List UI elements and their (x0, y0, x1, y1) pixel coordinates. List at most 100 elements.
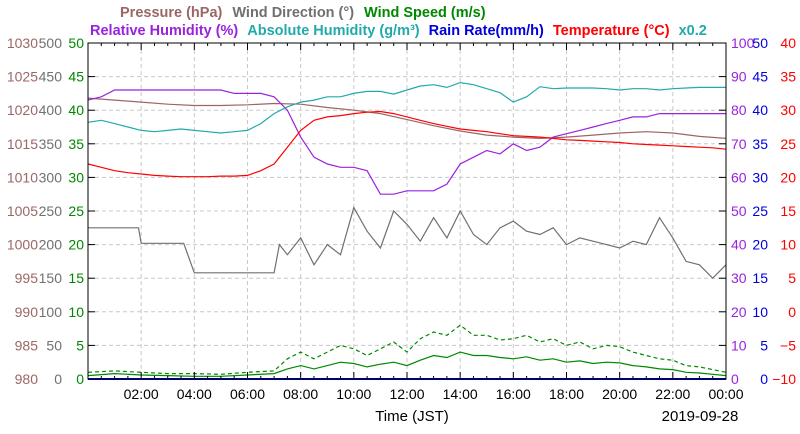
y-tick-label-temperature-c: 5 (788, 270, 796, 286)
legend-x0-2: x0.2 (679, 23, 707, 39)
y-tick-label-relative-humidity: 30 (731, 270, 747, 286)
y-tick-label-rain-rate-mm-h: 0 (760, 371, 768, 387)
y-tick-label-pressure-hpa: 1015 (7, 136, 38, 152)
y-tick-label-temperature-c: 25 (780, 136, 796, 152)
y-tick-label-wind-direction: 350 (39, 136, 63, 152)
x-axis: 02:00 04:00 06:00 08:00 10:00 12:00 14:00 16:00… (87, 43, 744, 402)
x-tick-label: 16:00 (496, 386, 531, 402)
y-tick-label-wind-speed-m-s: 5 (76, 337, 84, 353)
y-tick-label-wind-speed-m-s: 45 (68, 69, 84, 85)
series-absolute-humidity (87, 81, 726, 134)
y-tick-label-temperature-c: 35 (780, 69, 796, 85)
x-tick-label: 22:00 (655, 386, 690, 402)
y-tick-label-relative-humidity: 70 (731, 136, 747, 152)
date-label: 2019-09-28 (662, 408, 739, 425)
y-tick-label-temperature-c: 0 (788, 304, 796, 320)
y-tick-label-rain-rate-mm-h: 25 (752, 203, 768, 219)
y-tick-label-temperature-c: 30 (780, 102, 796, 118)
x-tick-label: 08:00 (283, 386, 318, 402)
y-tick-label-wind-direction: 150 (39, 270, 63, 286)
legend-wind-speed-m-s: Wind Speed (m/s) (364, 5, 486, 21)
x-tick-label: 20:00 (602, 386, 637, 402)
series-pressure (87, 97, 727, 140)
x-tick-label: 18:00 (549, 386, 584, 402)
y-tick-label-temperature-c: 10 (780, 237, 796, 253)
right-axes: 0102030405060708090100051015202530354045… (731, 35, 796, 387)
y-tick-label-temperature-c: 15 (780, 203, 796, 219)
y-tick-label-wind-speed-m-s: 15 (68, 270, 84, 286)
y-tick-label-rain-rate-mm-h: 5 (760, 337, 768, 353)
y-tick-label-rain-rate-mm-h: 40 (752, 102, 768, 118)
y-tick-label-wind-direction: 50 (46, 337, 62, 353)
grid (88, 43, 726, 379)
y-tick-label-pressure-hpa: 985 (15, 337, 39, 353)
y-tick-label-wind-speed-m-s: 25 (68, 203, 84, 219)
y-tick-label-relative-humidity: 60 (731, 169, 747, 185)
y-tick-label-rain-rate-mm-h: 15 (752, 270, 768, 286)
y-tick-label-relative-humidity: 20 (731, 304, 747, 320)
y-tick-label-rain-rate-mm-h: 10 (752, 304, 768, 320)
y-tick-label-wind-direction: 450 (39, 69, 63, 85)
y-tick-label-rain-rate-mm-h: 45 (752, 69, 768, 85)
y-tick-label-rain-rate-mm-h: 20 (752, 237, 768, 253)
y-tick-label-relative-humidity: 80 (731, 102, 747, 118)
y-tick-label-wind-speed-m-s: 50 (68, 35, 84, 51)
x-tick-label: 14:00 (443, 386, 478, 402)
y-tick-label-relative-humidity: 0 (731, 371, 739, 387)
y-tick-label-wind-direction: 100 (39, 304, 63, 320)
y-tick-label-relative-humidity: 90 (731, 69, 747, 85)
y-tick-label-rain-rate-mm-h: 50 (752, 35, 768, 51)
y-tick-label-pressure-hpa: 1020 (7, 102, 38, 118)
y-tick-label-wind-speed-m-s: 10 (68, 304, 84, 320)
y-tick-label-wind-speed-m-s: 0 (76, 371, 84, 387)
y-tick-label-rain-rate-mm-h: 35 (752, 136, 768, 152)
y-tick-label-relative-humidity: 40 (731, 237, 747, 253)
y-tick-label-temperature-c: 20 (780, 169, 796, 185)
y-tick-label-wind-speed-m-s: 35 (68, 136, 84, 152)
series-wind-direction (88, 206, 727, 280)
y-tick-label-wind-speed-m-s: 30 (68, 169, 84, 185)
legend-temperature-c: Temperature (°C) (553, 23, 670, 39)
x-axis-title: Time (JST) (375, 408, 449, 425)
series-temperature (87, 110, 727, 178)
left-axes: 9809859909951000100510101015102010251030… (7, 35, 726, 387)
x-tick-label: 04:00 (177, 386, 212, 402)
legend-wind-direction: Wind Direction (°) (232, 5, 354, 21)
legend-relative-humidity: Relative Humidity (%) (90, 23, 238, 39)
legend-pressure-hpa: Pressure (hPa) (120, 5, 223, 21)
y-tick-label-temperature-c: −10 (772, 371, 796, 387)
x-tick-label: 02:00 (124, 386, 159, 402)
y-tick-label-temperature-c: −5 (780, 337, 796, 353)
y-tick-label-wind-direction: 250 (39, 203, 63, 219)
y-tick-label-pressure-hpa: 1010 (7, 169, 38, 185)
y-tick-label-wind-direction: 400 (39, 102, 63, 118)
y-tick-label-relative-humidity: 100 (731, 35, 755, 51)
x-tick-label: 10:00 (336, 386, 371, 402)
y-tick-label-wind-direction: 500 (39, 35, 63, 51)
y-tick-label-pressure-hpa: 1005 (7, 203, 38, 219)
y-tick-label-wind-direction: 200 (39, 237, 63, 253)
legend-rain-rate-mm-h: Rain Rate(mm/h) (429, 23, 544, 39)
x-tick-label: 06:00 (230, 386, 265, 402)
x-tick-label: 12:00 (389, 386, 424, 402)
x-tick-label: 00:00 (708, 386, 743, 402)
y-tick-label-wind-direction: 300 (39, 169, 63, 185)
legend: Pressure (hPa) Wind Direction (°) Wind Spe… (90, 5, 707, 39)
y-tick-label-pressure-hpa: 1025 (7, 69, 38, 85)
series-relative-humidity (87, 89, 726, 195)
y-tick-label-temperature-c: 40 (780, 35, 796, 51)
y-tick-label-pressure-hpa: 990 (15, 304, 39, 320)
y-tick-label-pressure-hpa: 995 (15, 270, 39, 286)
series-wind-speed (87, 351, 727, 377)
y-tick-label-pressure-hpa: 1030 (7, 35, 38, 51)
y-tick-label-relative-humidity: 50 (731, 203, 747, 219)
y-tick-label-wind-speed-m-s: 40 (68, 102, 84, 118)
y-tick-label-rain-rate-mm-h: 30 (752, 169, 768, 185)
y-tick-label-pressure-hpa: 1000 (7, 237, 38, 253)
legend-absolute-humidity-g-m: Absolute Humidity (g/m³) (247, 23, 420, 39)
y-tick-label-wind-speed-m-s: 20 (68, 237, 84, 253)
y-tick-label-pressure-hpa: 980 (15, 371, 39, 387)
series-wind-speed-max (87, 324, 727, 375)
y-tick-label-relative-humidity: 10 (731, 337, 747, 353)
